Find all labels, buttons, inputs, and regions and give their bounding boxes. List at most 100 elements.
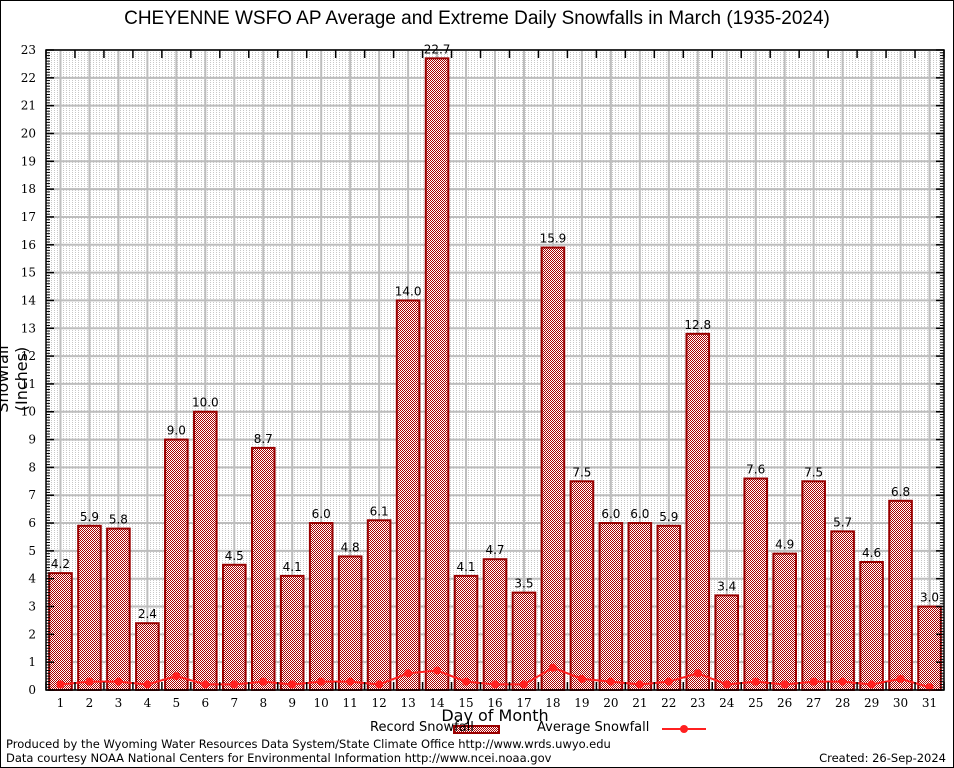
bar-record-day-2 (77, 524, 102, 692)
data-label-day-30: 6.8 (891, 485, 910, 499)
average-point-day-14 (433, 666, 442, 675)
data-label-day-23: 12.8 (684, 318, 711, 332)
x-tick-label-day-12: 12 (371, 696, 386, 710)
x-tick-label-day-9: 9 (288, 696, 296, 710)
data-label-day-22: 5.9 (659, 510, 678, 524)
data-label-day-3: 5.8 (109, 513, 128, 527)
data-label-day-9: 4.1 (283, 560, 302, 574)
average-point-day-28 (838, 677, 847, 686)
bar-record-day-1 (48, 572, 73, 691)
data-label-day-13: 14.0 (395, 284, 422, 298)
average-point-day-8 (259, 677, 268, 686)
data-label-day-2: 5.9 (80, 510, 99, 524)
x-tick-label-day-25: 25 (748, 696, 763, 710)
data-label-day-1: 4.2 (51, 557, 70, 571)
y-tick-label: 15 (21, 266, 36, 280)
bar-record-day-6 (193, 410, 218, 691)
y-tick-label: 2 (28, 627, 36, 641)
average-point-day-10 (317, 677, 326, 686)
x-tick-label-day-27: 27 (806, 696, 821, 710)
y-tick-label: 0 (28, 683, 36, 697)
average-point-day-5 (172, 672, 181, 681)
data-label-day-21: 6.0 (630, 507, 649, 521)
y-tick-label: 23 (21, 43, 36, 57)
y-tick-label: 18 (21, 182, 36, 196)
x-tick-label-day-2: 2 (86, 696, 94, 710)
bar-record-day-15 (453, 574, 479, 691)
y-tick-label: 11 (21, 377, 36, 391)
bar-record-day-13 (395, 299, 421, 691)
data-label-day-20: 6.0 (601, 507, 620, 521)
data-label-day-15: 4.1 (456, 560, 475, 574)
bar-record-day-7 (221, 563, 247, 691)
bar-record-day-4 (135, 622, 160, 692)
x-tick-label-day-7: 7 (230, 696, 238, 710)
bar-record-day-24 (714, 594, 740, 691)
y-tick-label: 1 (28, 655, 36, 669)
bar-record-day-31 (917, 605, 942, 691)
x-tick-label-day-11: 11 (343, 696, 358, 710)
bar-record-day-3 (106, 527, 131, 692)
x-tick-label-day-31: 31 (922, 696, 937, 710)
data-label-day-31: 3.0 (920, 591, 939, 605)
x-tick-label-day-28: 28 (835, 696, 850, 710)
average-point-day-18 (548, 663, 557, 672)
average-point-day-3 (114, 677, 123, 686)
y-tick-label: 21 (21, 99, 36, 113)
average-point-day-11 (346, 677, 355, 686)
bar-record-day-10 (308, 522, 334, 691)
bar-record-day-22 (656, 524, 682, 692)
average-point-day-6 (201, 680, 210, 689)
bar-record-day-28 (830, 530, 855, 691)
x-tick-label-day-26: 26 (777, 696, 792, 710)
x-tick-label-day-21: 21 (632, 696, 647, 710)
average-point-day-16 (491, 680, 499, 689)
y-tick-label: 8 (28, 460, 36, 474)
average-point-day-4 (143, 680, 152, 689)
bar-record-day-27 (801, 480, 826, 691)
average-point-day-24 (722, 680, 731, 689)
average-point-day-13 (404, 669, 413, 678)
x-tick-label-day-6: 6 (202, 696, 210, 710)
data-label-day-4: 2.4 (138, 607, 157, 621)
average-point-day-19 (577, 674, 586, 683)
bar-record-day-17 (511, 591, 537, 692)
legend-record-swatch (453, 725, 500, 734)
x-tick-label-day-20: 20 (603, 696, 618, 710)
bar-record-day-26 (772, 552, 797, 691)
y-tick-label: 16 (21, 238, 36, 252)
bar-record-day-23 (685, 332, 711, 691)
data-label-day-29: 4.6 (862, 546, 881, 560)
bar-record-day-21 (627, 522, 653, 691)
y-tick-label: 13 (21, 321, 36, 335)
y-tick-label: 12 (21, 349, 36, 363)
data-label-day-5: 9.0 (167, 424, 186, 438)
average-point-day-17 (519, 680, 528, 689)
average-point-day-2 (85, 677, 94, 686)
y-tick-label: 20 (21, 126, 36, 140)
average-point-day-25 (751, 677, 760, 686)
x-tick-label-day-22: 22 (661, 696, 676, 710)
bar-record-day-16 (482, 558, 508, 692)
data-label-day-28: 5.7 (833, 515, 852, 529)
data-label-day-8: 8.7 (254, 432, 273, 446)
y-tick-label: 17 (21, 210, 36, 224)
legend-average-label: Average Snowfall (537, 720, 650, 735)
legend-average-marker (680, 725, 688, 733)
bar-record-day-19 (569, 480, 595, 691)
data-label-day-10: 6.0 (312, 507, 331, 521)
data-label-day-18: 15.9 (540, 232, 567, 246)
y-tick-label: 14 (21, 293, 37, 307)
x-axis-label: Day of Month (441, 706, 549, 725)
chart-title: CHEYENNE WSFO AP Average and Extreme Dai… (124, 8, 830, 29)
x-tick-label-day-18: 18 (545, 696, 560, 710)
x-tick-label-day-13: 13 (400, 696, 415, 710)
average-point-day-23 (693, 669, 702, 678)
average-point-day-30 (896, 674, 905, 683)
data-label-day-17: 3.5 (514, 577, 533, 591)
average-point-day-15 (462, 677, 471, 686)
x-tick-label-day-16: 16 (487, 696, 502, 710)
average-point-day-26 (780, 680, 789, 689)
y-tick-label: 9 (28, 433, 36, 447)
bar-record-day-8 (250, 446, 276, 692)
